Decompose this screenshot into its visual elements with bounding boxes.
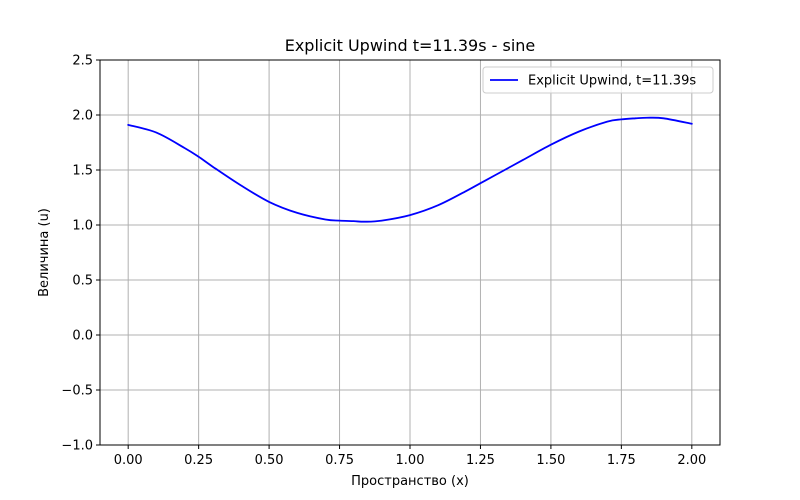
x-tick-label: 0.75 (325, 453, 354, 468)
y-tick-label: 0.5 (72, 274, 93, 289)
grid (100, 59, 720, 446)
legend-label: Explicit Upwind, t=11.39s (528, 74, 696, 89)
x-tick-label: 2.00 (677, 453, 706, 468)
x-tick-label: 1.25 (466, 453, 495, 468)
y-tick-label: −0.5 (61, 384, 93, 399)
y-tick-label: 2.5 (72, 54, 93, 69)
x-tick-label: 0.25 (184, 453, 213, 468)
y-tick-label: 0.0 (72, 329, 93, 344)
legend: Explicit Upwind, t=11.39s (482, 66, 714, 94)
x-tick-label: 1.75 (607, 453, 636, 468)
x-tick-label: 1.00 (396, 453, 425, 468)
x-axis-ticks: 0.00 0.25 0.50 0.75 1.00 1.25 1.50 1.75 2.00 (114, 445, 706, 468)
y-axis-ticks: −1.0 −0.5 0.0 0.5 1.0 1.5 2.0 2.5 (61, 54, 100, 454)
y-axis-label: Величина (u) (37, 208, 52, 297)
x-tick-label: 1.50 (536, 453, 565, 468)
legend-box (482, 66, 714, 94)
series-layer (127, 116, 693, 223)
y-tick-label: 1.0 (72, 219, 93, 234)
y-tick-label: −1.0 (61, 439, 93, 454)
series-line (127, 116, 693, 223)
y-tick-label: 1.5 (72, 164, 93, 179)
x-axis-label: Пространство (x) (351, 474, 469, 489)
x-tick-label: 0.50 (255, 453, 284, 468)
chart-title: Explicit Upwind t=11.39s - sine (285, 36, 536, 55)
x-tick-label: 0.00 (114, 453, 143, 468)
y-tick-label: 2.0 (72, 109, 93, 124)
